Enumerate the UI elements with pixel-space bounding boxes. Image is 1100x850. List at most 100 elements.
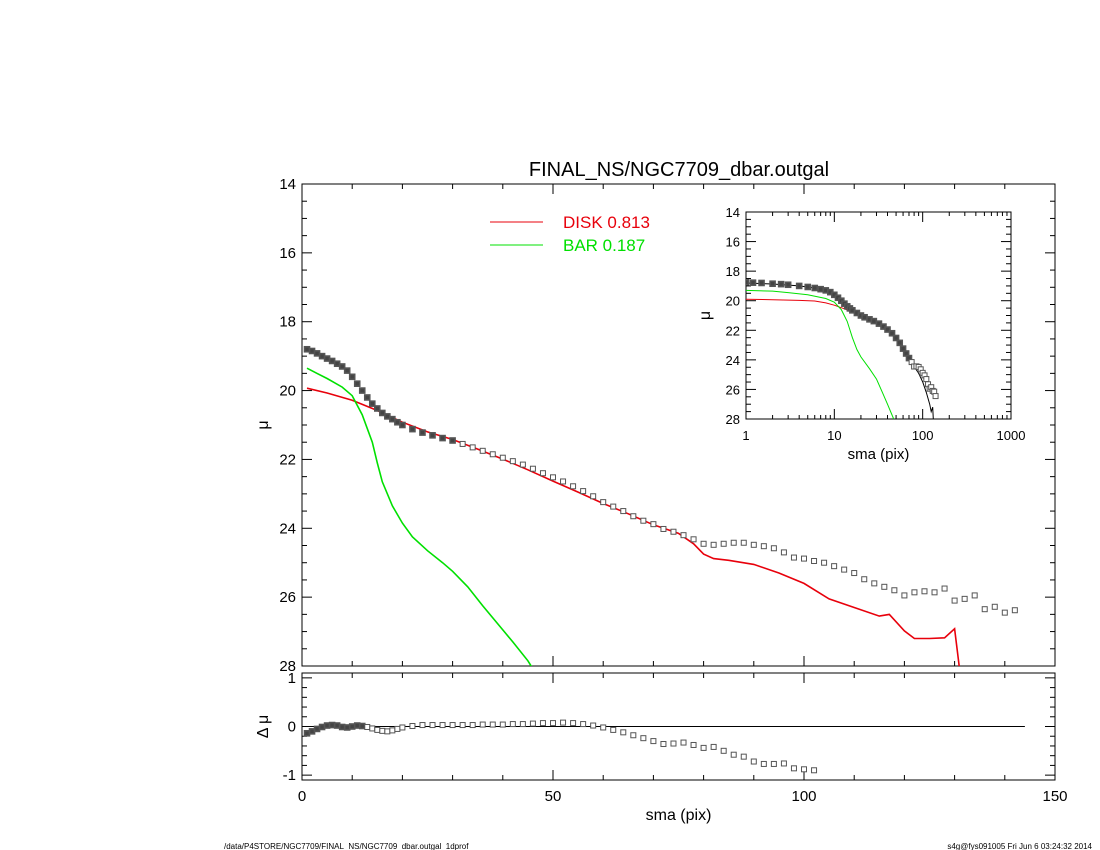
bar-line [746,289,895,419]
y-tick-label: 24 [726,353,740,368]
x-axis-label: sma (pix) [848,446,910,463]
data-point [801,766,807,773]
data-point [640,517,647,524]
data-point [539,470,546,477]
data-point [379,409,386,417]
data-point [777,280,785,288]
data-point [550,474,556,481]
data-point [710,541,717,548]
data-point [449,437,456,444]
data-point [932,393,939,400]
data-point [884,326,891,333]
y-tick-label: 26 [726,382,740,397]
data-point [570,720,577,727]
data-point [861,576,868,583]
data-point [560,719,567,726]
x-tick-label: 1 [742,428,749,443]
data-point [479,721,486,728]
y-tick-label: 18 [279,314,296,331]
data-point [821,559,828,566]
data-point [519,461,526,468]
data-point [670,740,677,747]
data-point [941,585,948,592]
data-point [369,725,376,732]
data-point [489,721,496,728]
data-point [368,400,376,407]
data-point [710,743,717,750]
data-point [931,589,938,596]
data-point [570,483,577,490]
data-point [620,508,627,515]
data-point [660,741,667,748]
data-point [529,720,536,727]
y-tick-label: 0 [288,719,296,736]
data-point [363,394,371,401]
data-point [901,592,908,599]
data-point [680,532,687,539]
data-point [892,334,900,342]
data-point [630,513,637,520]
data-point [419,429,426,436]
y-tick-label: 22 [726,323,740,338]
data-point [870,317,878,325]
data-point [550,720,556,727]
data-point [871,580,878,587]
data-point [811,767,818,774]
footer-path: /data/P4STORE/NGC7709/FINAL_NS/NGC7709_d… [224,842,469,850]
data-point [690,741,697,748]
y-tick-label: 20 [279,383,296,400]
data-point [911,589,918,596]
inset-frame [745,211,1012,420]
data-point [580,488,587,495]
inset-panel: 1 10 100 1000 14 16 18 20 22 24 26 28 sma (pix) μ [697,205,1025,463]
data-point [811,557,818,564]
data-point [419,722,426,729]
data-point [780,549,787,556]
data-point [784,281,792,289]
legend: DISK 0.813 BAR 0.187 [490,213,650,255]
disk-line [306,387,960,666]
legend-label-disk: DISK 0.813 [563,213,650,232]
data-point [700,540,707,547]
data-point [353,380,361,387]
y-tick-label: 22 [279,451,296,468]
y-tick-label: 1 [288,670,296,687]
main-plot-area [303,345,1018,666]
data-point [790,765,797,772]
legend-label-bar: BAR 0.187 [563,236,645,255]
data-point [690,536,697,543]
data-point [951,597,958,604]
data-point [499,454,506,461]
data-point [539,720,546,727]
data-point [760,760,767,767]
data-point [770,545,777,552]
data-point [740,753,747,760]
x-tick-label: 100 [791,788,816,805]
data-point [358,387,366,394]
data-point [469,722,476,729]
data-point [730,539,737,546]
main-panel: 14 16 18 20 22 24 26 28 μ [255,176,1056,675]
data-point [399,421,406,429]
data-point [384,728,391,735]
data-point [529,465,536,472]
y-tick-label: -1 [283,767,296,784]
data-point [409,425,416,433]
data-point [439,722,446,729]
data-point [459,722,466,729]
data-point [358,722,366,730]
data-point [896,339,904,347]
data-point [429,722,436,729]
data-point [650,521,657,528]
data-point [373,405,381,412]
data-point [991,603,998,610]
footer-stamp: s4g@fys091005 Fri Jun 6 03:24:32 2014 [947,842,1092,850]
y-axis-label: μ [697,311,714,320]
data-point [750,758,757,765]
data-point [640,735,647,742]
data-point [580,721,587,728]
y-tick-label: 28 [726,412,740,427]
data-point [758,279,765,287]
